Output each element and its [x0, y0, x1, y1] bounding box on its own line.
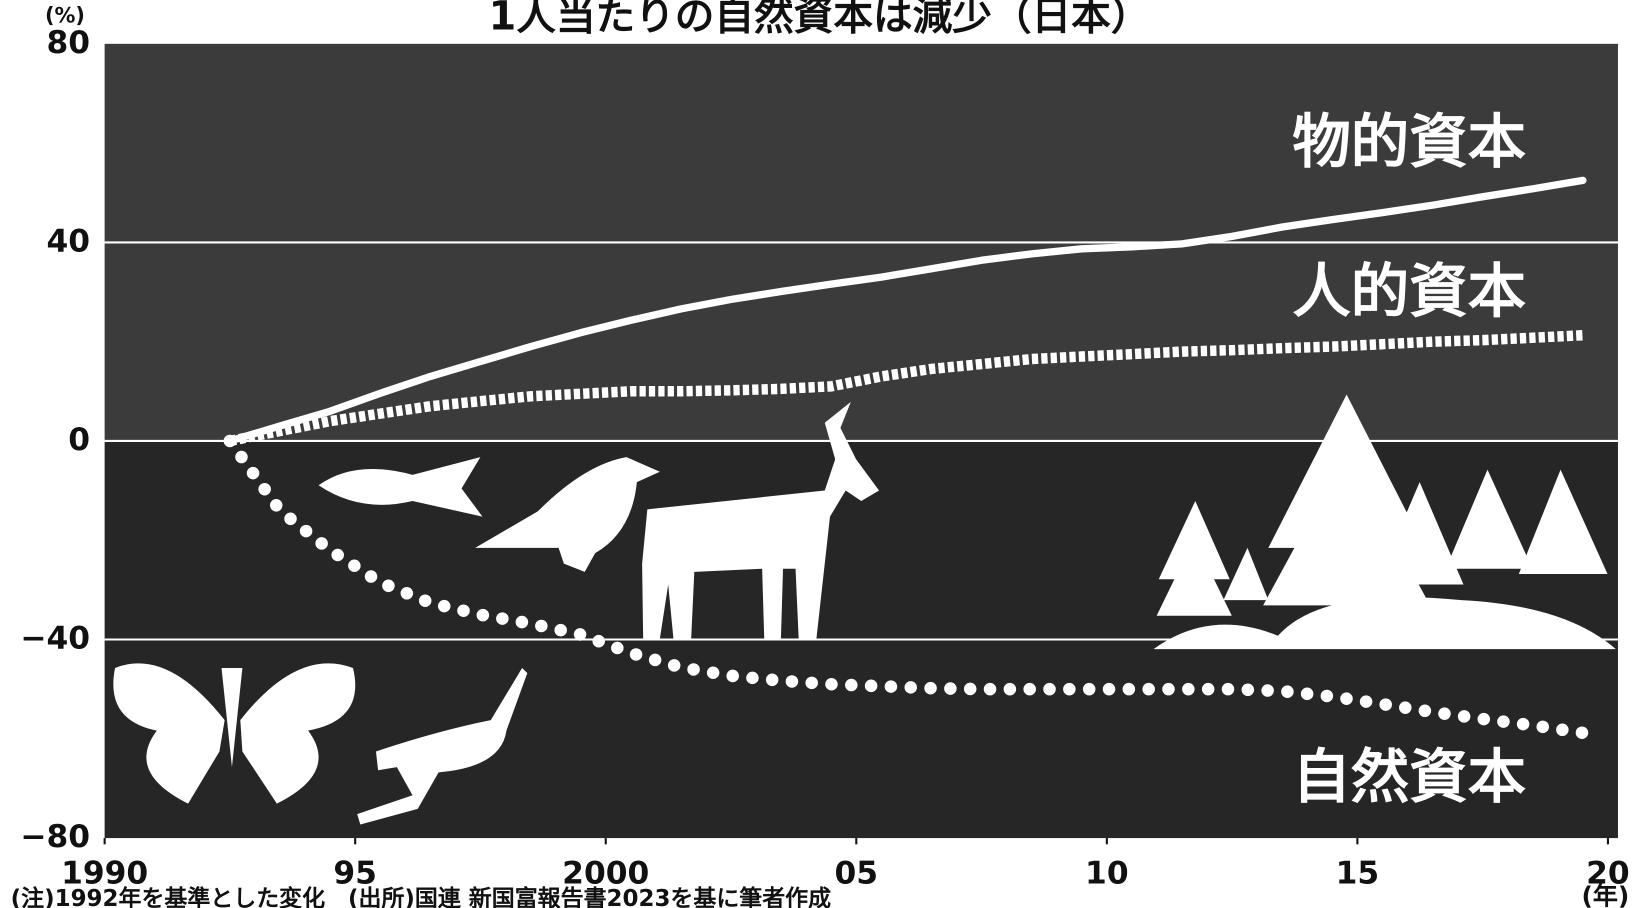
y-tick-label: 0 — [68, 422, 90, 458]
x-tick-label: 1990 — [61, 856, 148, 892]
x-tick-label: 95 — [333, 856, 377, 892]
y-unit: (%) — [45, 4, 85, 28]
series-line — [228, 330, 1584, 447]
series-line — [226, 176, 1587, 445]
hills — [1153, 597, 1616, 650]
bird-icon — [475, 457, 660, 572]
y-tick-label: 40 — [46, 223, 90, 259]
y-tick-label: −80 — [20, 819, 90, 855]
x-tick-label: 2000 — [562, 856, 649, 892]
x-tick-label: 10 — [1085, 856, 1129, 892]
note: (注)1992年を基準とした変化 (出所)国連 新国富報告書2023を基に筆者作… — [11, 885, 831, 908]
x-unit: (年) — [1581, 882, 1629, 908]
x-tick-label: 15 — [1336, 856, 1380, 892]
series-label: 自然資本 — [1292, 743, 1526, 811]
grasshopper-icon — [357, 667, 528, 825]
series-label: 物的資本 — [1292, 108, 1526, 176]
deer-icon — [642, 401, 880, 639]
y-tick-label: 80 — [46, 25, 90, 61]
series-lines — [223, 176, 1590, 740]
chart-title: 1人当たりの自然資本は減少（日本） — [489, 0, 1151, 39]
series-label: 人的資本 — [1292, 257, 1526, 325]
silhouettes — [113, 394, 1616, 825]
fish-icon — [318, 457, 483, 517]
x-tick-label: 05 — [835, 856, 879, 892]
butterfly-icon — [113, 663, 356, 804]
x-tick-label: 20 — [1586, 856, 1630, 892]
tree-icon — [1156, 394, 1608, 616]
series-line — [223, 434, 1590, 740]
y-tick-label: −40 — [20, 621, 90, 657]
